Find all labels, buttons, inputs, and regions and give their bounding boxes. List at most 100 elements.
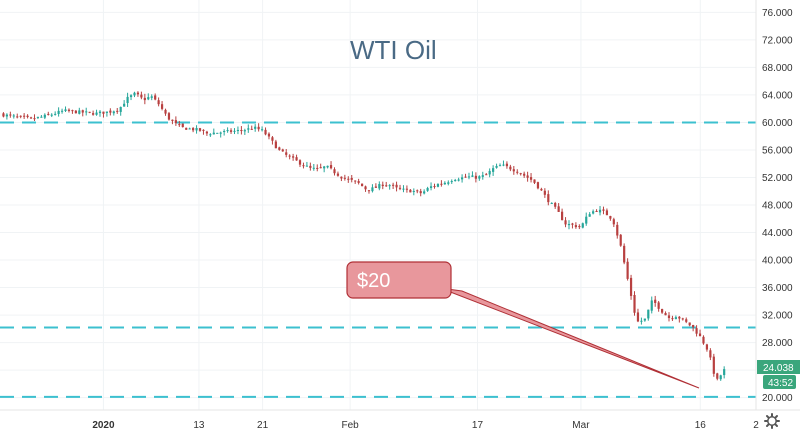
candle-body [309, 165, 312, 168]
candle-body [16, 116, 19, 118]
candle-body [247, 128, 250, 130]
candle-body [354, 180, 357, 182]
candle-body [333, 169, 336, 174]
candle-body [95, 112, 98, 115]
candle-body [719, 375, 722, 380]
candle-body [192, 128, 195, 131]
candle-body [147, 97, 150, 100]
candle-body [664, 313, 667, 316]
price-axis[interactable]: 76.000 72.000 68.000 64.000 60.000 56.000 52.0… [762, 8, 793, 404]
candle-body [440, 183, 443, 185]
current-price-label: 24.038 [763, 363, 794, 374]
candle-body [695, 328, 698, 334]
y-tick-label: 64.000 [762, 90, 793, 101]
candle-body [281, 149, 284, 152]
candle-body [485, 174, 488, 176]
candle-body [285, 152, 288, 155]
y-tick-label: 56.000 [762, 145, 793, 156]
candle-body [12, 115, 15, 117]
candle-body [426, 188, 429, 191]
candle-body [267, 133, 271, 137]
x-tick-label: 21 [257, 420, 269, 431]
callout-box [346, 261, 452, 299]
candle-body [529, 177, 533, 180]
candle-body [216, 132, 219, 134]
candle-body [98, 111, 102, 114]
candle-body [481, 175, 484, 177]
y-tick-label: 68.000 [762, 63, 793, 74]
candle-body [19, 115, 22, 117]
candle-body [278, 147, 281, 150]
x-tick-label: Mar [572, 420, 590, 431]
candle-body [605, 210, 609, 216]
candle-body [557, 206, 560, 212]
candle-body [81, 110, 84, 113]
candle-body [554, 203, 557, 207]
candle-body [71, 110, 74, 112]
candle-body [233, 130, 236, 132]
candle-body [305, 165, 309, 167]
candle-body [54, 113, 57, 115]
x-tick-label: Feb [342, 420, 360, 431]
settings-gear-icon[interactable] [764, 413, 780, 429]
candle-body [516, 171, 519, 173]
y-tick-label: 40.000 [762, 256, 793, 267]
candle-body [595, 210, 598, 212]
price-callout[interactable]: $20 [346, 261, 700, 389]
x-tick-label: 16 [695, 420, 707, 431]
candle-body [581, 223, 584, 228]
candle-body [709, 350, 712, 358]
candle-body [716, 373, 719, 379]
candle-body [236, 129, 240, 131]
candle-body [698, 333, 702, 337]
candle-body [398, 187, 402, 189]
candle-body [85, 111, 88, 113]
candle-body [495, 165, 498, 168]
candle-body [402, 188, 405, 190]
candle-body [212, 132, 215, 135]
time-axis[interactable]: 2020 13 21 Feb 17 Mar 16 2 [92, 420, 759, 431]
candle-body [36, 116, 40, 118]
y-tick-label: 52.000 [762, 173, 793, 184]
candle-body [229, 130, 233, 132]
candle-body [636, 312, 640, 322]
candle-body [336, 173, 340, 176]
candle-body [312, 167, 315, 169]
candle-body [619, 234, 622, 246]
x-tick-label: 17 [472, 420, 484, 431]
candle-body [623, 245, 626, 263]
candle-body [423, 191, 426, 194]
candle-body [323, 166, 326, 169]
candle-body [102, 111, 105, 114]
candle-body [567, 223, 571, 226]
candle-body [154, 95, 157, 100]
candle-body [416, 190, 419, 192]
candle-body [271, 137, 274, 141]
candle-body [467, 176, 471, 178]
candle-body [536, 182, 540, 189]
candle-body [360, 183, 364, 187]
y-tick-label: 76.000 [762, 8, 793, 19]
candle-body [692, 324, 695, 328]
y-tick-label: 60.000 [762, 118, 793, 129]
candle-body [705, 344, 709, 350]
candle-body [274, 141, 277, 149]
candle-body [471, 175, 474, 177]
candle-body [616, 224, 619, 236]
countdown-badge-bg [763, 375, 796, 389]
candle-body [198, 128, 202, 131]
y-tick-label: 48.000 [762, 201, 793, 212]
candle-body [657, 302, 660, 309]
candle-body [502, 164, 505, 166]
candle-body [357, 181, 360, 183]
candle-body [50, 114, 53, 116]
y-tick-label: 36.000 [762, 283, 793, 294]
candle-body [167, 113, 171, 120]
candle-body [685, 319, 688, 322]
candle-body [374, 186, 377, 188]
candle-body [702, 336, 705, 344]
candle-body [33, 118, 36, 120]
candle-body [592, 211, 595, 214]
candle-body [260, 129, 264, 131]
